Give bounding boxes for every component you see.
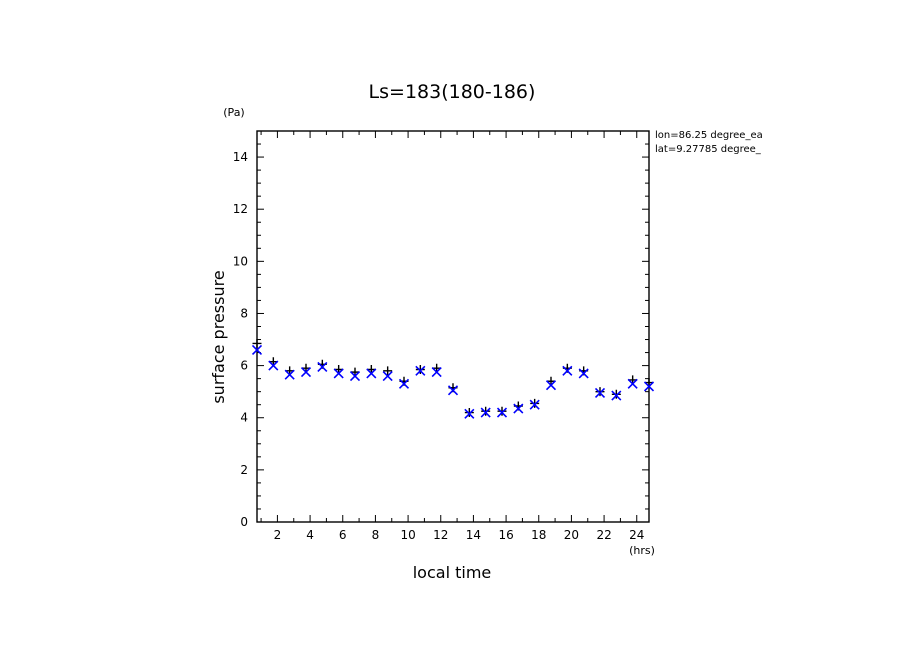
x-tick-label: 10	[400, 528, 415, 542]
x-tick-label: 24	[629, 528, 644, 542]
data-point-x	[366, 368, 377, 379]
y-tick-label: 2	[240, 463, 248, 477]
data-point-plus	[595, 387, 605, 397]
data-point-x	[578, 368, 589, 379]
y-tick-label: 14	[233, 150, 248, 164]
data-point-x	[447, 385, 459, 396]
data-point-plus	[481, 406, 491, 416]
data-point-x	[284, 369, 295, 380]
data-point-x	[594, 387, 606, 399]
data-marks	[251, 338, 655, 419]
data-point-plus	[530, 398, 540, 408]
data-point-x	[333, 368, 344, 379]
data-point-plus	[464, 408, 474, 418]
data-point-x	[611, 390, 622, 401]
x-tick-label: 14	[466, 528, 481, 542]
data-point-x	[480, 407, 491, 418]
data-point-x	[643, 381, 655, 392]
chart-title: Ls=183(180-186)	[369, 81, 536, 103]
data-point-plus	[415, 365, 425, 375]
data-point-x	[268, 360, 279, 371]
y-tick-label: 12	[233, 202, 248, 216]
data-point-x	[382, 370, 393, 382]
data-point-x	[496, 407, 508, 418]
x-tick-label: 6	[339, 528, 347, 542]
data-point-x	[300, 367, 312, 378]
data-point-x	[562, 365, 573, 376]
data-point-x	[251, 344, 263, 356]
x-tick-label: 4	[306, 528, 314, 542]
data-point-plus	[252, 338, 262, 348]
y-tick-label: 6	[240, 359, 248, 373]
data-point-x	[513, 403, 524, 414]
y-axis-unit: (Pa)	[223, 106, 244, 119]
x-tick-label: 8	[372, 528, 380, 542]
data-point-x	[431, 367, 442, 378]
annotation-latitude: lat=9.27785 degree_	[655, 144, 762, 155]
x-tick-label: 22	[596, 528, 611, 542]
data-point-x	[545, 380, 557, 391]
x-tick-label: 20	[564, 528, 579, 542]
data-point-plus	[383, 366, 393, 376]
data-point-x	[317, 361, 328, 372]
x-axis-unit: (hrs)	[629, 544, 655, 557]
data-point-plus	[497, 406, 507, 416]
data-point-x	[529, 399, 540, 410]
y-tick-label: 0	[240, 515, 248, 529]
data-point-x	[627, 378, 638, 389]
y-tick-label: 10	[233, 254, 248, 268]
data-point-x	[415, 365, 426, 376]
y-axis-label: surface pressure	[209, 270, 228, 403]
plot-frame	[256, 130, 650, 523]
data-point-x	[398, 378, 410, 389]
x-tick-label: 18	[531, 528, 546, 542]
y-tick-label: 4	[240, 411, 248, 425]
x-tick-label: 2	[274, 528, 282, 542]
x-axis-label: local time	[413, 563, 492, 582]
data-point-x	[464, 408, 475, 419]
x-tick-label: 12	[433, 528, 448, 542]
data-point-plus	[611, 389, 621, 399]
data-point-x	[349, 370, 361, 382]
annotation-longitude: lon=86.25 degree_ea	[655, 130, 763, 141]
y-tick-label: 8	[240, 306, 248, 320]
x-tick-label: 16	[498, 528, 513, 542]
